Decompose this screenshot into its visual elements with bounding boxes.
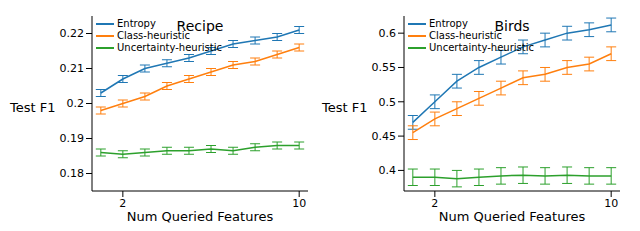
svg-text:2: 2 — [119, 197, 126, 210]
svg-text:2: 2 — [431, 197, 438, 210]
html-text:Test F1: Test F1 — [322, 100, 368, 115]
svg-text:0.45: 0.45 — [372, 130, 397, 143]
svg-text:0.22: 0.22 — [60, 27, 85, 40]
svg-text:Num Queried Features: Num Queried Features — [439, 209, 586, 223]
html-text:Recipe: Recipe — [176, 18, 224, 34]
svg-text:0.19: 0.19 — [60, 132, 85, 145]
svg-text:10: 10 — [292, 197, 306, 210]
svg-text:0.4: 0.4 — [379, 164, 397, 177]
html-text:Birds: Birds — [494, 18, 530, 34]
svg-text:0.55: 0.55 — [372, 61, 397, 74]
html-text:Uncertainty-heuristic: Uncertainty-heuristic — [117, 42, 222, 53]
html-text:Uncertainty-heuristic: Uncertainty-heuristic — [429, 42, 534, 53]
html-text:Class-heuristic: Class-heuristic — [117, 30, 190, 41]
svg-text:0.2: 0.2 — [67, 97, 85, 110]
svg-text:10: 10 — [604, 197, 618, 210]
svg-text:0.21: 0.21 — [60, 62, 85, 75]
svg-text:0.6: 0.6 — [379, 27, 397, 40]
html-text:Entropy: Entropy — [117, 18, 156, 29]
html-text:Entropy: Entropy — [429, 18, 468, 29]
svg-text:0.5: 0.5 — [379, 96, 397, 109]
html-text:Test F1: Test F1 — [10, 100, 56, 115]
svg-text:0.18: 0.18 — [60, 167, 85, 180]
html-text:Class-heuristic: Class-heuristic — [429, 30, 502, 41]
svg-text:Num Queried Features: Num Queried Features — [127, 209, 274, 223]
